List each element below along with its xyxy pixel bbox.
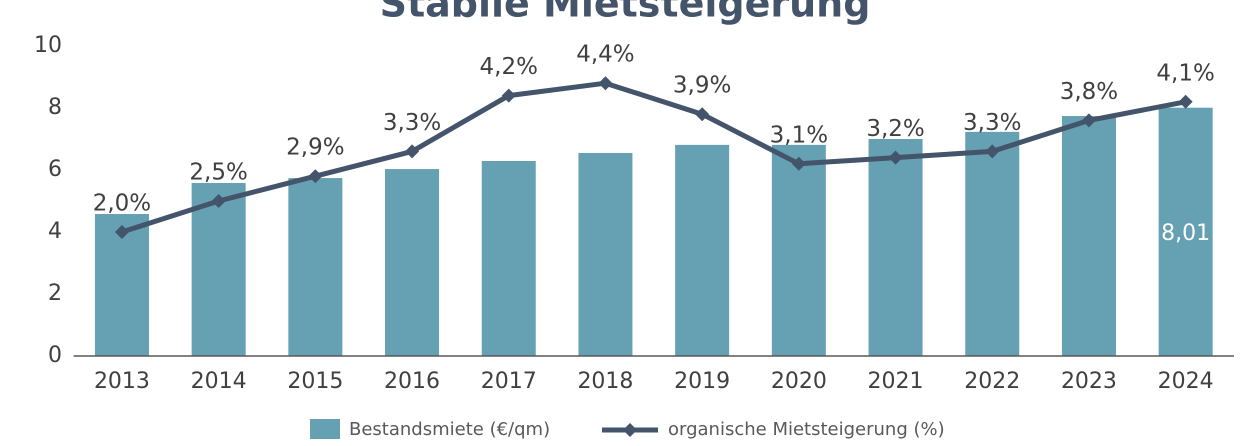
bar [288,178,343,356]
line-marker [598,76,613,91]
line-value-label: 4,2% [480,54,538,80]
x-tick-label: 2013 [94,369,150,394]
legend-label: organische Mietsteigerung (%) [668,419,945,440]
line-value-label: 4,4% [576,42,634,68]
legend-swatch [310,419,340,439]
bar [578,152,633,356]
y-tick-label: 6 [48,157,62,182]
x-tick-label: 2021 [868,369,924,394]
y-tick-label: 10 [34,33,62,58]
bar [675,144,730,356]
line-value-label: 3,8% [1060,79,1118,105]
bar [771,144,826,356]
bar [385,169,440,356]
chart-title: Stabile Mietsteigerung [380,0,871,26]
line-marker [501,88,516,103]
line-marker [405,144,420,159]
bar [965,131,1020,356]
x-tick-label: 2023 [1061,369,1117,394]
bar-value-label: 8,01 [1161,221,1210,246]
line-marker [985,144,1000,159]
bar [868,139,923,356]
legend-label: Bestandsmiete (€/qm) [349,419,550,440]
line [121,80,1187,235]
line-marker [308,169,323,184]
line-marker [791,156,806,171]
x-tick-label: 2020 [771,369,827,394]
x-tick-label: 2024 [1158,369,1214,394]
line-value-label: 2,5% [189,160,247,186]
x-tick-label: 2018 [577,369,633,394]
y-tick-label: 8 [48,95,62,120]
bar [1061,116,1116,356]
line-marker [888,150,903,165]
y-tick-label: 2 [48,281,62,306]
bar [1158,107,1213,356]
line-value-label: 3,2% [866,116,924,142]
line-value-label: 3,3% [383,110,441,136]
x-tick-label: 2016 [384,369,440,394]
x-tick-label: 2014 [191,369,247,394]
y-tick-label: 0 [48,343,62,368]
x-tick-label: 2022 [964,369,1020,394]
line-marker [695,107,710,122]
y-tick-label: 4 [48,219,62,244]
line-value-label: 3,3% [963,110,1021,136]
line-value-label: 3,9% [673,73,731,99]
line-value-label: 2,0% [93,191,151,217]
line-marker [211,194,226,208]
x-tick-label: 2017 [481,369,537,394]
line-value-label: 4,1% [1156,60,1214,86]
line-marker [114,225,129,239]
line-value-label: 3,1% [770,122,828,148]
line-value-label: 2,9% [286,135,344,161]
line-marker [1178,94,1193,109]
x-tick-label: 2019 [674,369,730,394]
bar [481,161,536,356]
line-marker [1081,113,1096,128]
legend-marker [623,423,637,437]
bar [191,183,246,356]
x-tick-label: 2015 [287,369,343,394]
